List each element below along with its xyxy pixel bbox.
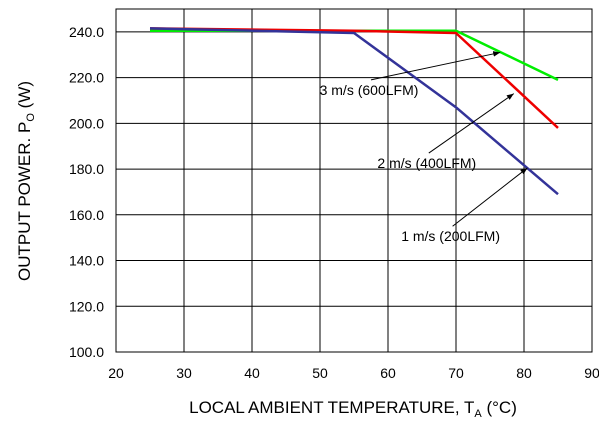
x-tick-label: 50 [312,365,328,381]
series-lines [149,27,559,196]
y-tick-label: 220.0 [69,70,104,86]
tick-labels: 20 30 40 50 60 70 80 90 100.0 120.0 140.0 160.0 180.… [69,24,599,381]
x-tick-label: 30 [176,365,192,381]
y-tick-label: 100.0 [69,344,104,360]
plot-border [115,8,593,353]
y-tick-label: 120.0 [69,298,104,314]
annotation-arrow-2 [428,93,515,154]
annotation-label-3: 1 m/s (200LFM) [401,228,500,244]
x-tick-label: 80 [516,365,532,381]
y-tick-label: 180.0 [69,161,104,177]
y-axis-label: OUTPUT POWER. PO (W) [15,81,37,281]
annotation-arrow-3 [452,167,528,227]
y-tick-label: 160.0 [69,207,104,223]
annotation-arrow-1 [370,51,501,81]
x-tick-label: 40 [244,365,260,381]
series-line-3 [149,27,559,196]
x-tick-label: 60 [380,365,396,381]
x-tick-label: 70 [448,365,464,381]
y-tick-label: 200.0 [69,115,104,131]
series-line-2 [149,27,559,129]
x-axis-label: LOCAL AMBIENT TEMPERATURE, TA (°C) [189,398,517,420]
x-tick-label: 20 [108,365,124,381]
y-tick-label: 240.0 [69,24,104,40]
grid [115,8,593,353]
annotation-label-1: 3 m/s (600LFM) [320,82,419,98]
annotation-label-2: 2 m/s (400LFM) [377,155,476,171]
annotations: 3 m/s (600LFM) 2 m/s (400LFM) 1 m/s (200LF… [320,51,528,244]
y-tick-label: 140.0 [69,253,104,269]
x-tick-label: 90 [584,365,599,381]
